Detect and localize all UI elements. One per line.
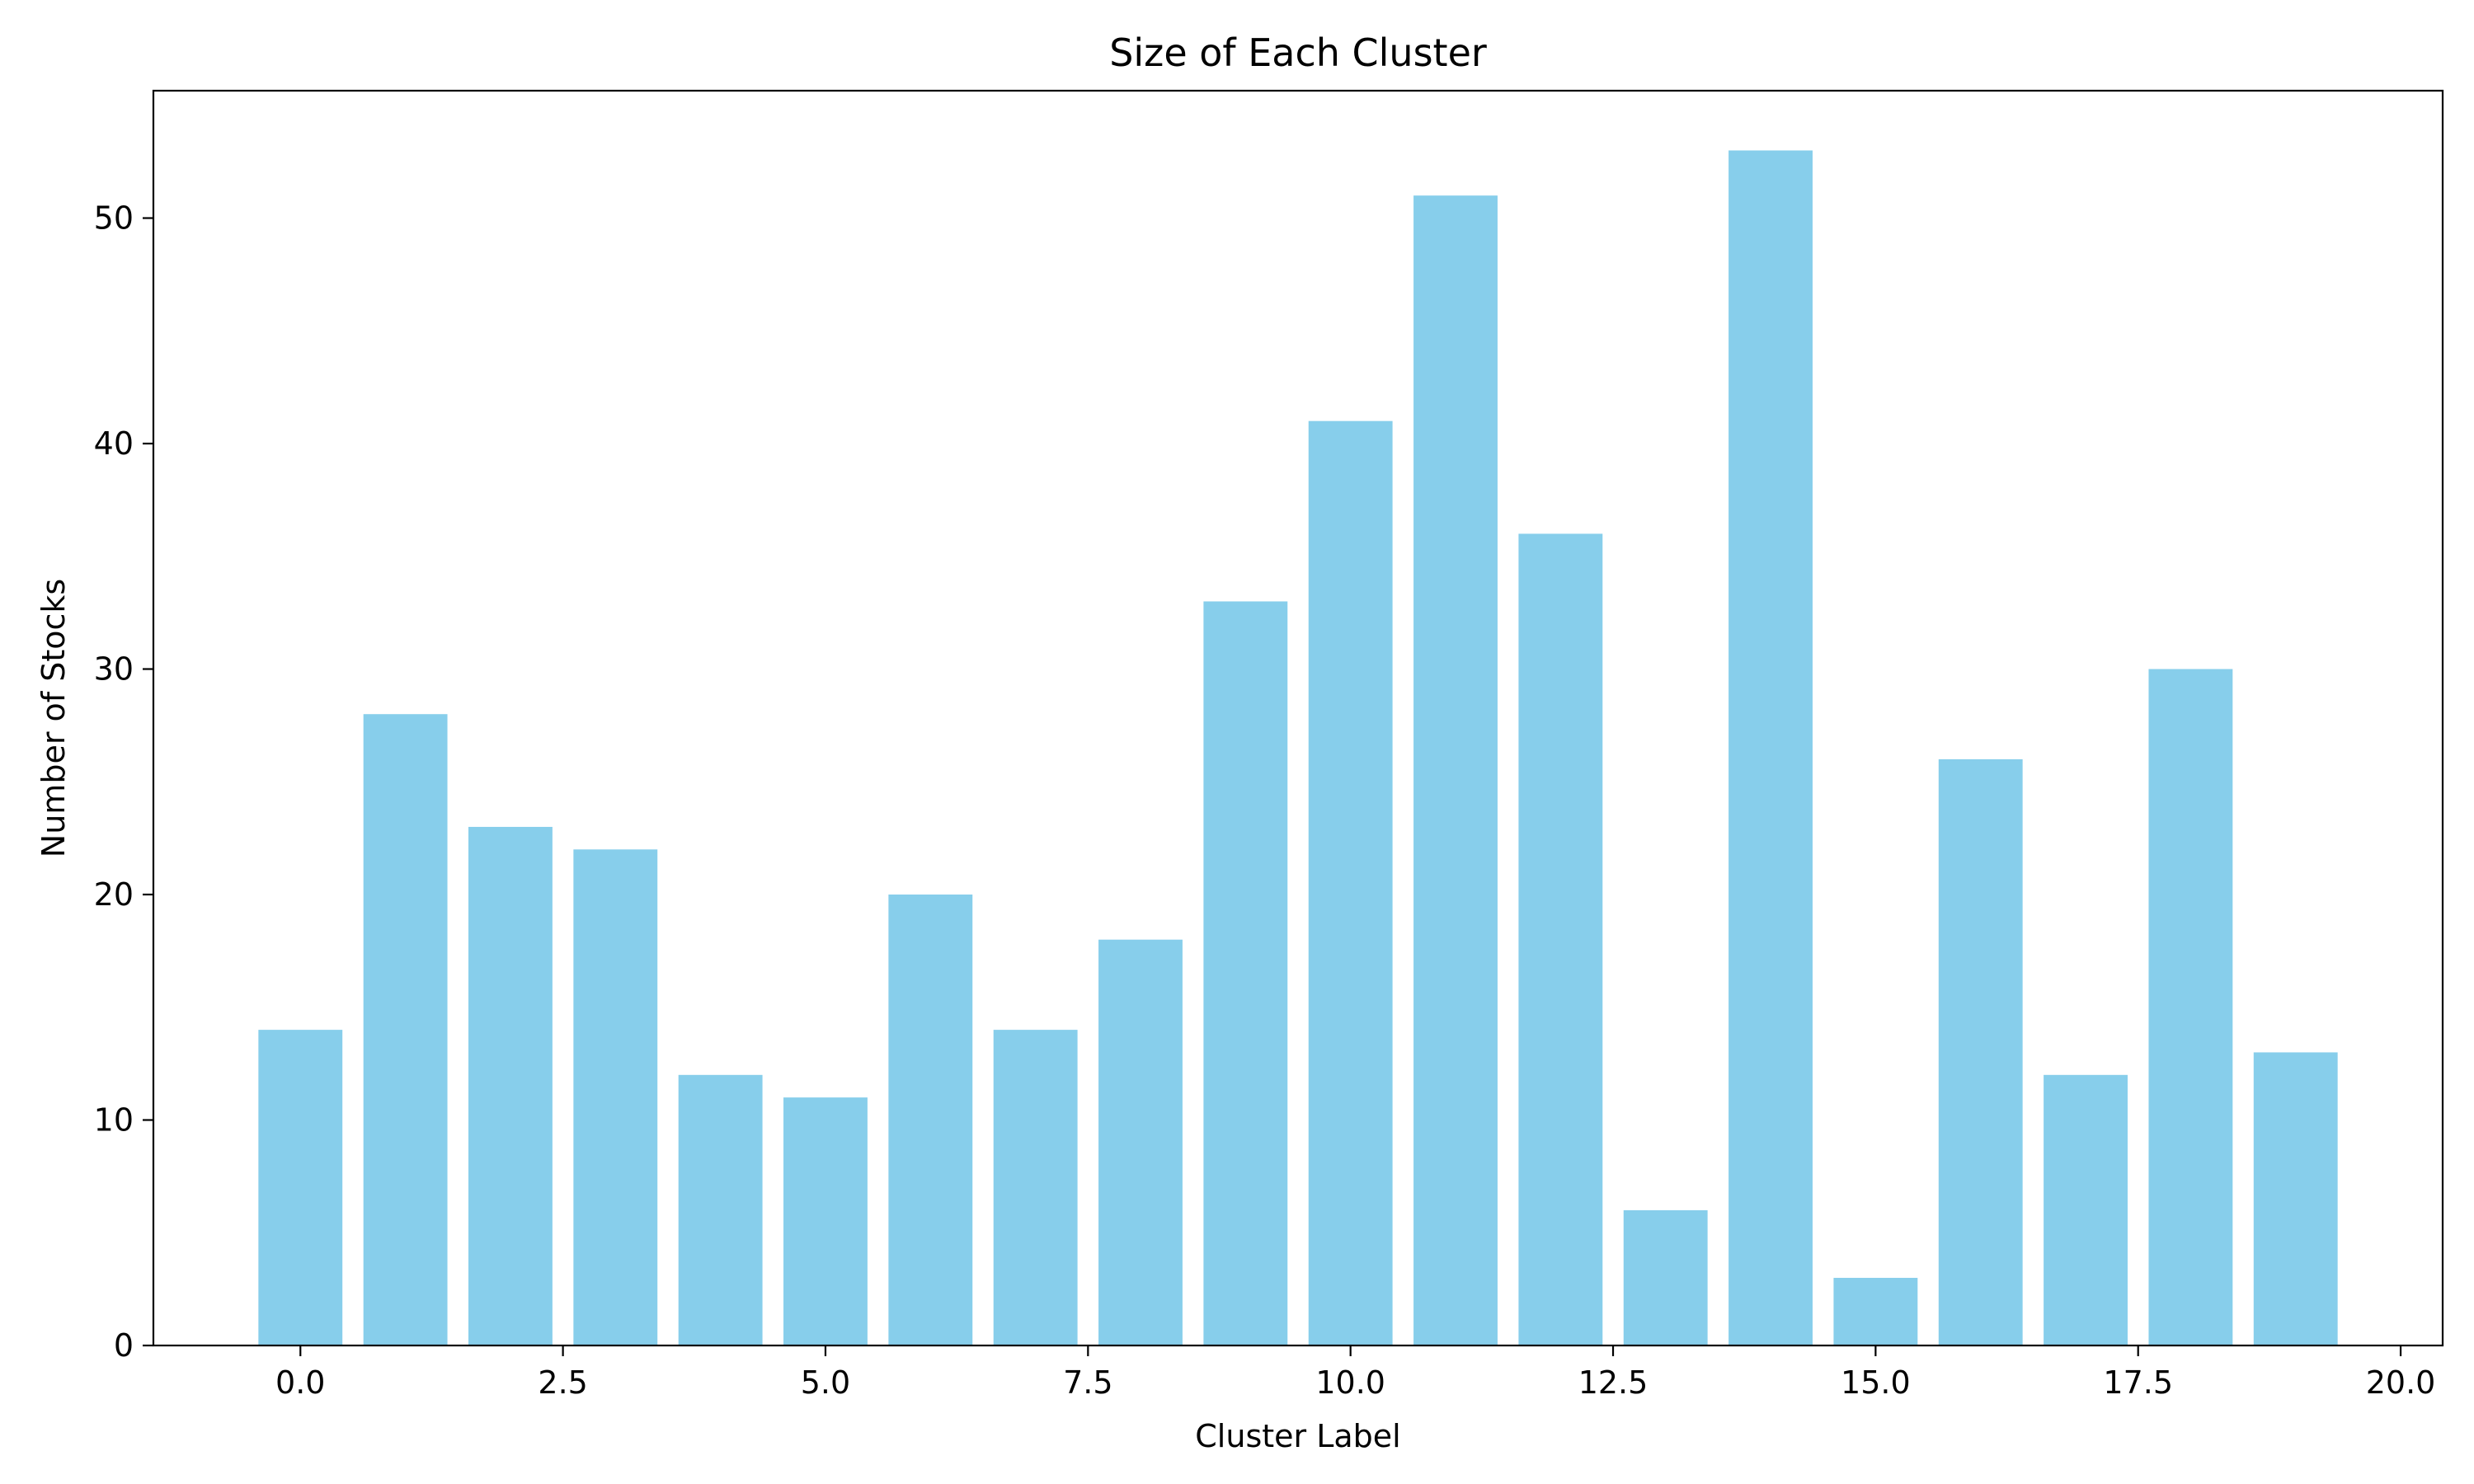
y-axis-ticks: 0 10 20 30 40 50 [94,200,153,1364]
bar-cluster-7 [993,1030,1078,1345]
x-axis-ticks: 0.0 2.5 5.0 7.5 10.0 12.5 15.0 17.5 20.0 [275,1345,2435,1401]
chart-title: Size of Each Cluster [1109,31,1487,75]
x-tick-label: 2.5 [538,1364,587,1401]
bar-cluster-11 [1413,195,1498,1346]
bar-cluster-0 [258,1030,343,1345]
x-tick-label: 7.5 [1063,1364,1112,1401]
y-tick-label: 40 [94,425,134,462]
bar-cluster-5 [783,1097,868,1345]
bar-cluster-2 [468,826,553,1345]
y-tick-label: 20 [94,876,134,913]
y-tick-label: 50 [94,200,134,237]
bar-cluster-10 [1308,420,1393,1345]
bar-cluster-3 [573,849,658,1345]
x-tick-label: 12.5 [1578,1364,1649,1401]
y-tick-label: 10 [94,1102,134,1139]
bar-cluster-18 [2148,669,2233,1345]
x-tick-label: 0.0 [275,1364,325,1401]
x-tick-label: 15.0 [1841,1364,1911,1401]
bar-cluster-8 [1098,939,1183,1345]
bar-cluster-14 [1729,150,1813,1345]
bar-cluster-13 [1623,1209,1708,1345]
plot-frame [152,89,2444,1347]
bar-cluster-15 [1833,1277,1918,1345]
x-tick-label: 10.0 [1315,1364,1385,1401]
bar-cluster-1 [363,714,448,1345]
x-axis-label: Cluster Label [1195,1418,1400,1454]
y-axis-label: Number of Stocks [35,579,72,857]
x-tick-label: 17.5 [2103,1364,2173,1401]
bar-cluster-12 [1518,533,1603,1345]
bar-cluster-9 [1203,601,1288,1345]
bar-cluster-16 [1938,758,2023,1345]
y-tick-label: 0 [114,1327,134,1364]
bar-cluster-6 [888,895,973,1345]
x-tick-label: 20.0 [2366,1364,2436,1401]
x-tick-label: 5.0 [801,1364,850,1401]
bars-group [258,150,2338,1346]
bar-cluster-4 [678,1074,763,1345]
bar-cluster-19 [2253,1052,2338,1345]
bar-cluster-17 [2044,1074,2128,1345]
y-tick-label: 30 [94,651,134,688]
